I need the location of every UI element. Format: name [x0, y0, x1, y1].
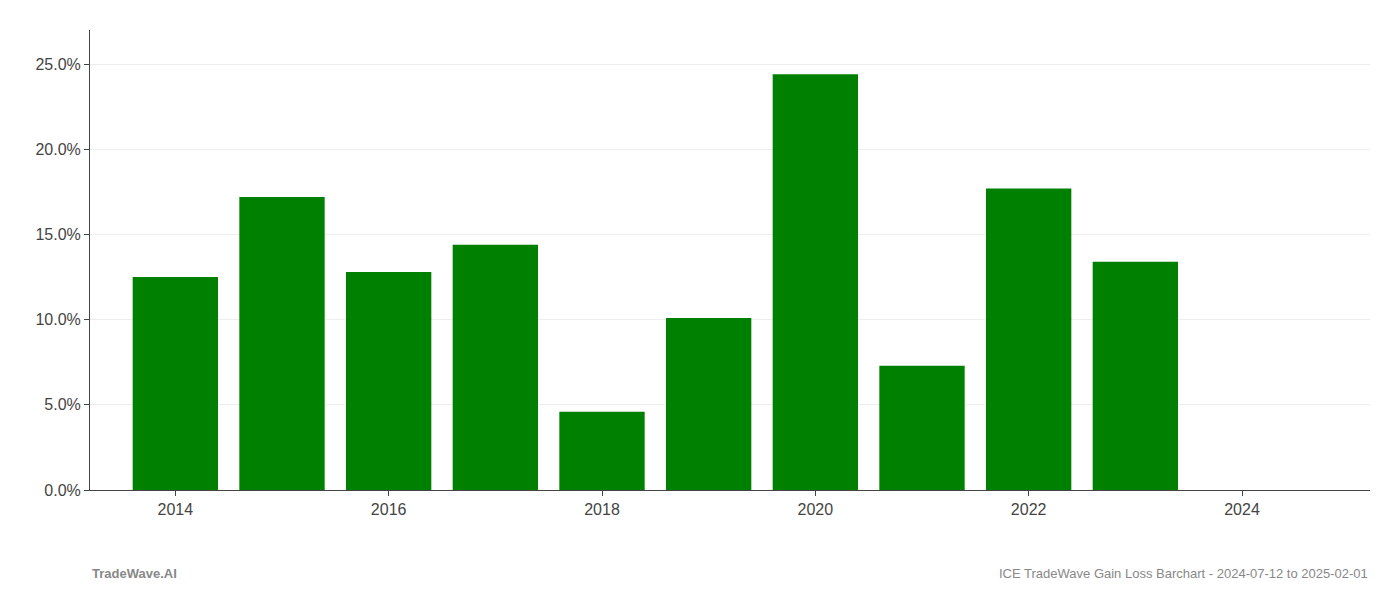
svg-text:2022: 2022	[1011, 501, 1047, 518]
svg-text:ICE TradeWave Gain Loss Barcha: ICE TradeWave Gain Loss Barchart - 2024-…	[999, 566, 1368, 581]
svg-text:2020: 2020	[798, 501, 834, 518]
svg-text:20.0%: 20.0%	[35, 141, 80, 158]
svg-text:15.0%: 15.0%	[35, 226, 80, 243]
svg-text:2016: 2016	[371, 501, 407, 518]
svg-text:0.0%: 0.0%	[44, 482, 80, 499]
svg-text:2024: 2024	[1224, 501, 1260, 518]
svg-text:TradeWave.AI: TradeWave.AI	[92, 566, 177, 581]
svg-text:2018: 2018	[584, 501, 620, 518]
svg-text:10.0%: 10.0%	[35, 311, 80, 328]
svg-text:5.0%: 5.0%	[44, 396, 80, 413]
svg-text:2014: 2014	[158, 501, 194, 518]
svg-text:25.0%: 25.0%	[35, 56, 80, 73]
